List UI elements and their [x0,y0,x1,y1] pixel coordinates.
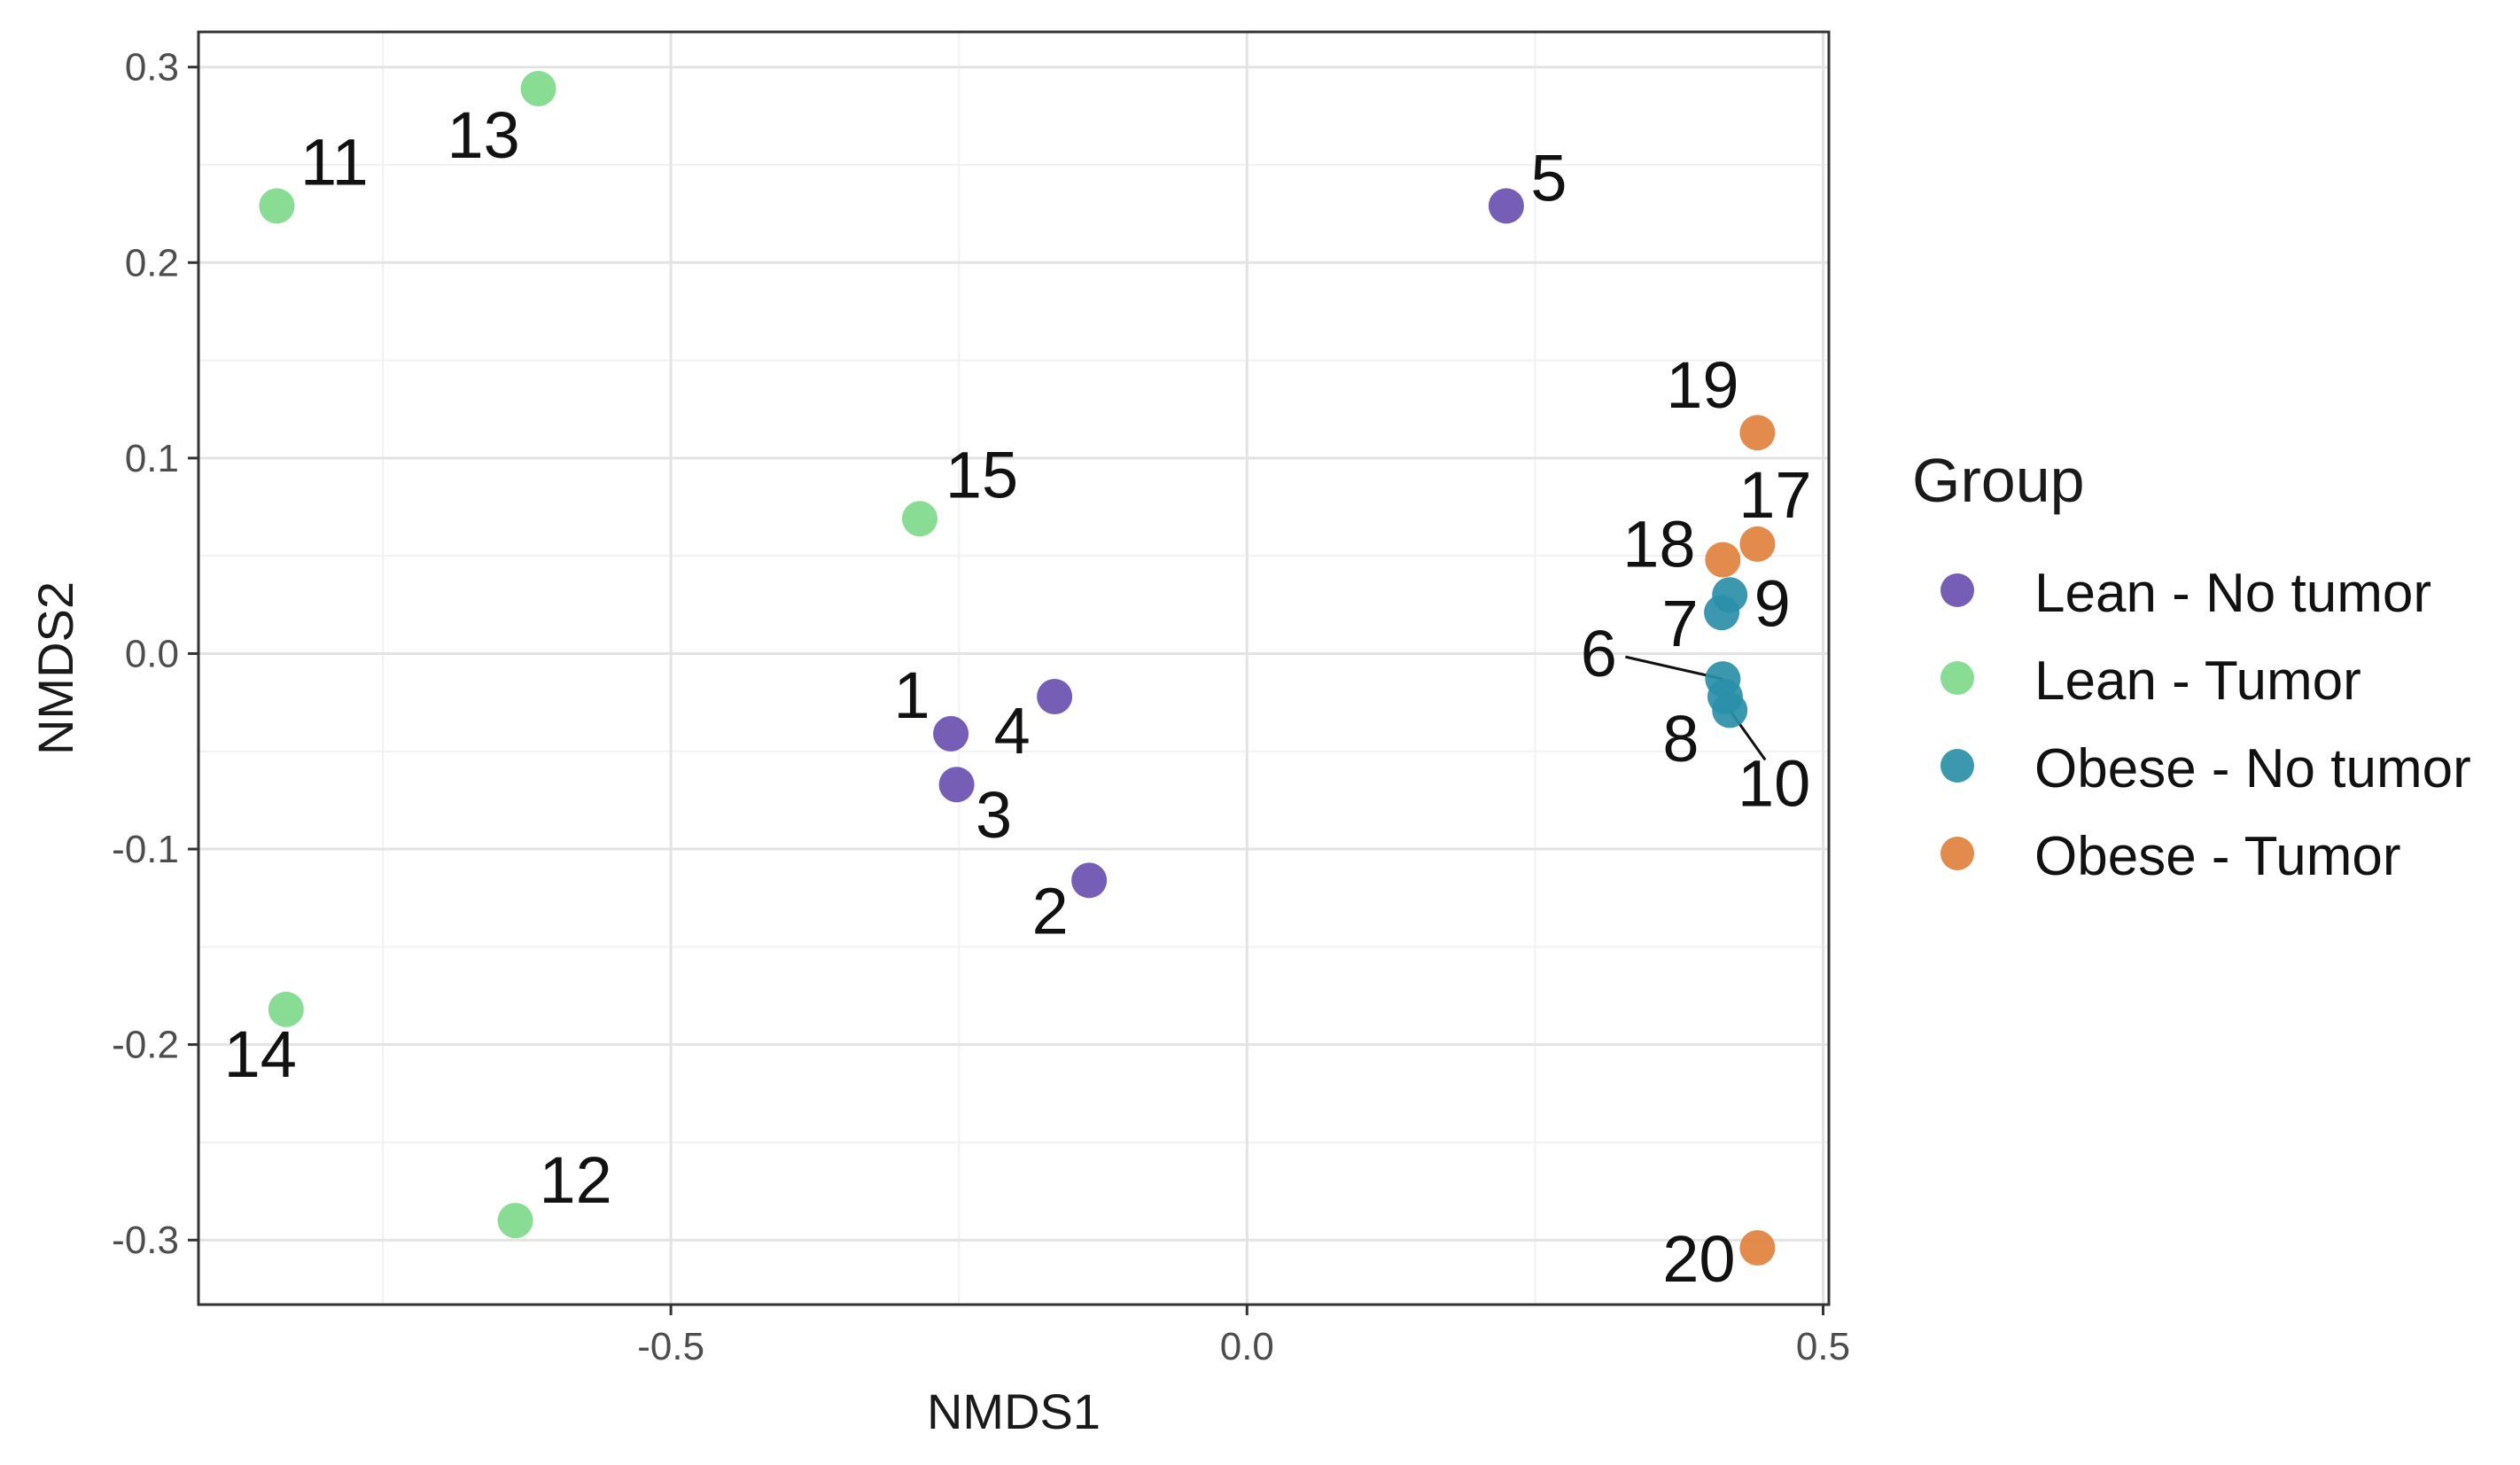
y-tick-label: 0.2 [125,241,179,284]
data-point-label: 17 [1738,458,1811,532]
x-tick-label: 0.5 [1796,1325,1850,1368]
data-point [933,715,969,752]
x-tick-label: 0.0 [1220,1325,1274,1368]
data-point-label: 2 [1032,874,1069,947]
y-axis-title: NMDS2 [27,581,83,755]
x-tick-label: -0.5 [637,1325,704,1368]
y-tick-label: 0.0 [125,632,179,675]
legend-key-swatch [1941,573,1974,607]
y-tick-label: 0.3 [125,46,179,90]
legend: Group Lean - No tumor Lean - Tumor Obese -… [1912,446,2471,887]
data-point-label: 15 [945,438,1018,511]
data-point [938,767,975,803]
data-point-label: 4 [994,694,1031,768]
data-point-label: 10 [1738,746,1810,820]
y-tick-label: 0.1 [125,437,179,480]
data-point-label: 12 [539,1143,611,1217]
data-point-label: 9 [1754,566,1791,640]
data-point [497,1203,533,1239]
data-point-label: 11 [300,125,369,199]
data-point [259,188,295,224]
legend-title: Group [1912,446,2085,515]
legend-key-swatch [1941,749,1974,783]
y-tick-label: -0.2 [112,1024,179,1067]
data-point-label: 1 [894,658,930,732]
x-axis-title: NMDS1 [927,1383,1101,1439]
grid-layer [198,32,1829,1305]
legend-item-label: Obese - Tumor [2034,826,2400,887]
data-point [1739,1230,1776,1266]
data-point [902,501,938,537]
data-point-label: 3 [976,778,1012,852]
y-tick-label: -0.3 [112,1219,179,1262]
panel-border [197,30,1831,1306]
data-point-label: 8 [1662,702,1699,775]
legend-items: Lean - No tumor Lean - Tumor Obese - No tu… [1941,563,2471,887]
axis-layer: -0.5 0.0 0.5 -0.3 -0.2 -0.1 0.0 0.1 0.2 0.3 [112,46,1850,1368]
point-layer [259,70,1776,1266]
data-point [1739,415,1776,451]
data-point [1712,577,1748,613]
data-point-label: 13 [447,98,519,172]
plot-panel [198,32,1829,1305]
data-point-label: 5 [1530,141,1567,214]
data-point-label: 20 [1662,1222,1735,1296]
data-point [1739,526,1776,562]
data-point [1488,188,1524,224]
data-point-label: 7 [1661,587,1698,660]
legend-item-label: Obese - No tumor [2034,738,2471,799]
data-point [1037,678,1073,714]
y-tick-label: -0.1 [112,828,179,871]
data-point-label: 19 [1666,348,1738,422]
data-point-label: 18 [1622,508,1695,581]
legend-key-swatch [1941,837,1974,870]
data-point [520,70,556,106]
data-point [1712,692,1748,729]
data-point-label: 14 [224,1017,297,1091]
legend-item-label: Lean - No tumor [2034,563,2431,624]
legend-key-swatch [1941,661,1974,695]
data-point [1071,862,1108,899]
data-point [1705,542,1741,578]
legend-item-label: Lean - Tumor [2034,651,2361,712]
data-point [268,991,304,1027]
data-point-label: 6 [1581,617,1617,690]
